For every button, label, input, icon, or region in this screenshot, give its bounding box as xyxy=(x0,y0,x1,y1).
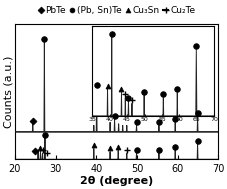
Legend: PbTe, (Pb, Sn)Te, Cu₃Sn, Cu₂Te: PbTe, (Pb, Sn)Te, Cu₃Sn, Cu₂Te xyxy=(37,5,195,16)
Y-axis label: Counts (a.u.): Counts (a.u.) xyxy=(3,55,13,128)
X-axis label: 2θ (degree): 2θ (degree) xyxy=(80,176,153,186)
